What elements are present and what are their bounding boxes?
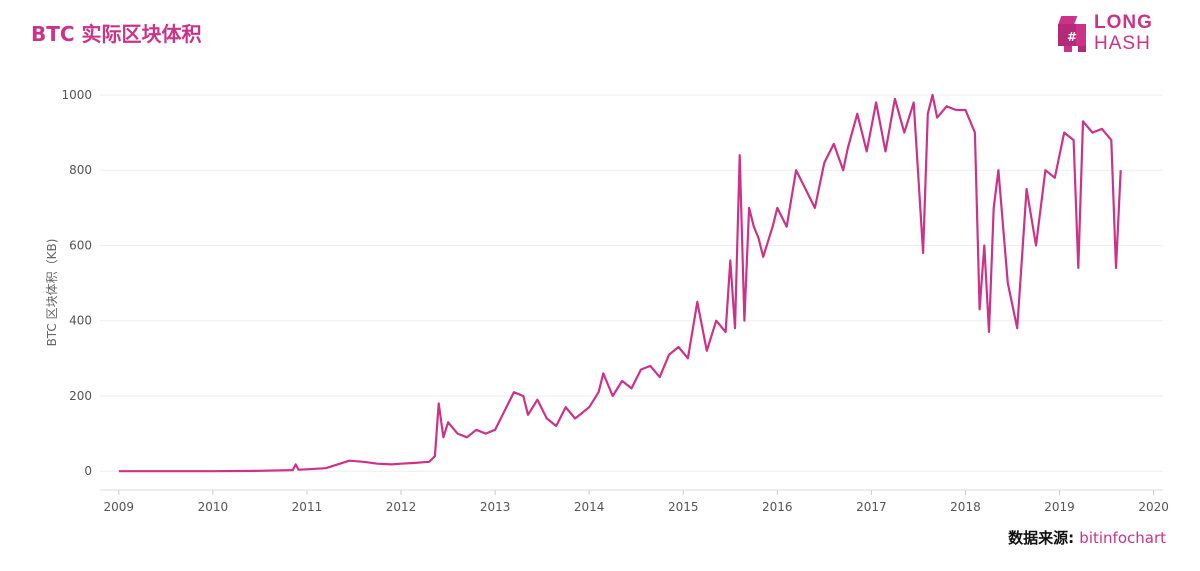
y-tick-label: 200 xyxy=(69,389,92,403)
logo-text-long: LONG xyxy=(1094,12,1153,33)
source-label: 数据来源: xyxy=(1008,529,1075,547)
y-tick-label: 800 xyxy=(69,163,92,177)
longhash-logo-icon: # xyxy=(1057,16,1086,52)
x-tick-label: 2020 xyxy=(1138,500,1169,514)
x-tick-label: 2016 xyxy=(762,500,793,514)
svg-text:#: # xyxy=(1067,30,1077,44)
x-tick-label: 2017 xyxy=(856,500,887,514)
source-note: 数据来源: bitinfochart xyxy=(1008,527,1166,548)
chart-title: BTC 实际区块体积 xyxy=(31,22,202,46)
logo-text-hash: HASH xyxy=(1094,33,1151,54)
x-tick-label: 2018 xyxy=(950,500,981,514)
x-tick-label: 2010 xyxy=(198,500,229,514)
longhash-logo: # LONG HASH xyxy=(1056,12,1166,58)
source-value: bitinfochart xyxy=(1079,529,1166,547)
x-tick-label: 2011 xyxy=(292,500,323,514)
x-tick-label: 2012 xyxy=(386,500,417,514)
x-tick-label: 2015 xyxy=(668,500,699,514)
y-axis-label: BTC 区块体积（KB) xyxy=(45,239,59,347)
y-tick-label: 400 xyxy=(69,314,92,328)
series-line xyxy=(118,93,1122,473)
y-tick-label: 600 xyxy=(69,238,92,252)
x-tick-label: 2009 xyxy=(104,500,135,514)
x-tick-label: 2014 xyxy=(574,500,605,514)
y-tick-label: 0 xyxy=(84,464,92,478)
x-tick-label: 2013 xyxy=(480,500,511,514)
x-tick-label: 2019 xyxy=(1044,500,1075,514)
y-tick-label: 1000 xyxy=(61,88,92,102)
